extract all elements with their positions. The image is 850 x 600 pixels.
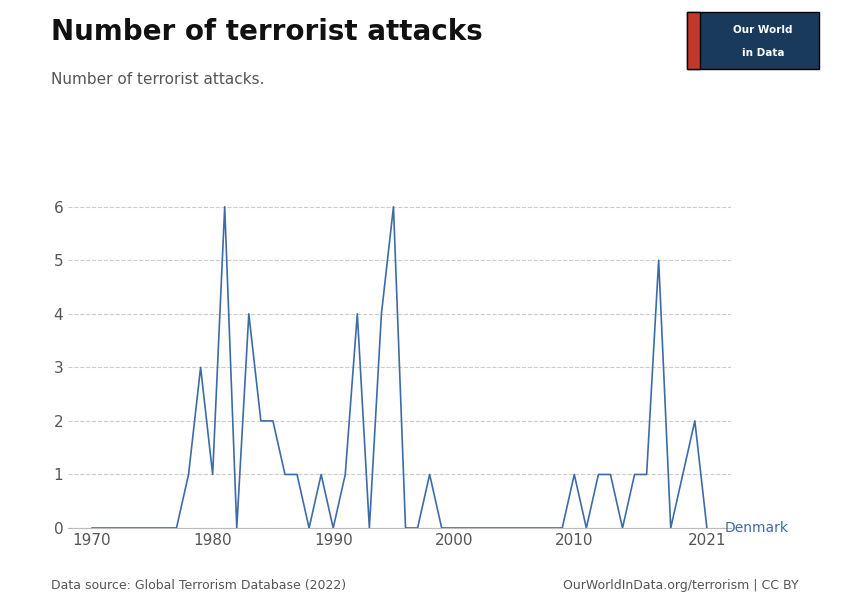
Text: OurWorldInData.org/terrorism | CC BY: OurWorldInData.org/terrorism | CC BY bbox=[564, 579, 799, 592]
Text: Denmark: Denmark bbox=[725, 521, 789, 535]
Text: Data source: Global Terrorism Database (2022): Data source: Global Terrorism Database (… bbox=[51, 579, 346, 592]
Text: Our World: Our World bbox=[734, 25, 793, 35]
Text: Number of terrorist attacks.: Number of terrorist attacks. bbox=[51, 72, 264, 87]
Text: in Data: in Data bbox=[742, 48, 785, 58]
Text: Number of terrorist attacks: Number of terrorist attacks bbox=[51, 18, 483, 46]
